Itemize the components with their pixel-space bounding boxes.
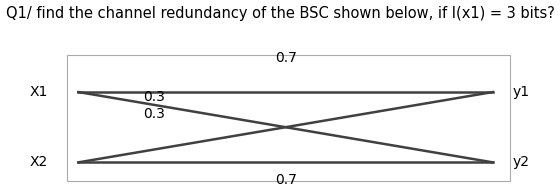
Text: y1: y1 (512, 85, 529, 99)
Text: 0.7: 0.7 (274, 173, 297, 187)
Text: y2: y2 (512, 155, 529, 169)
Text: Q1/ find the channel redundancy of the BSC shown below, if I(x1) = 3 bits?: Q1/ find the channel redundancy of the B… (6, 6, 554, 21)
Text: 0.3: 0.3 (143, 107, 165, 121)
Bar (67, 55, 510, 181)
Text: X2: X2 (30, 155, 48, 169)
Text: 0.3: 0.3 (143, 90, 165, 104)
Text: X1: X1 (30, 85, 48, 99)
Text: 0.7: 0.7 (274, 51, 297, 64)
